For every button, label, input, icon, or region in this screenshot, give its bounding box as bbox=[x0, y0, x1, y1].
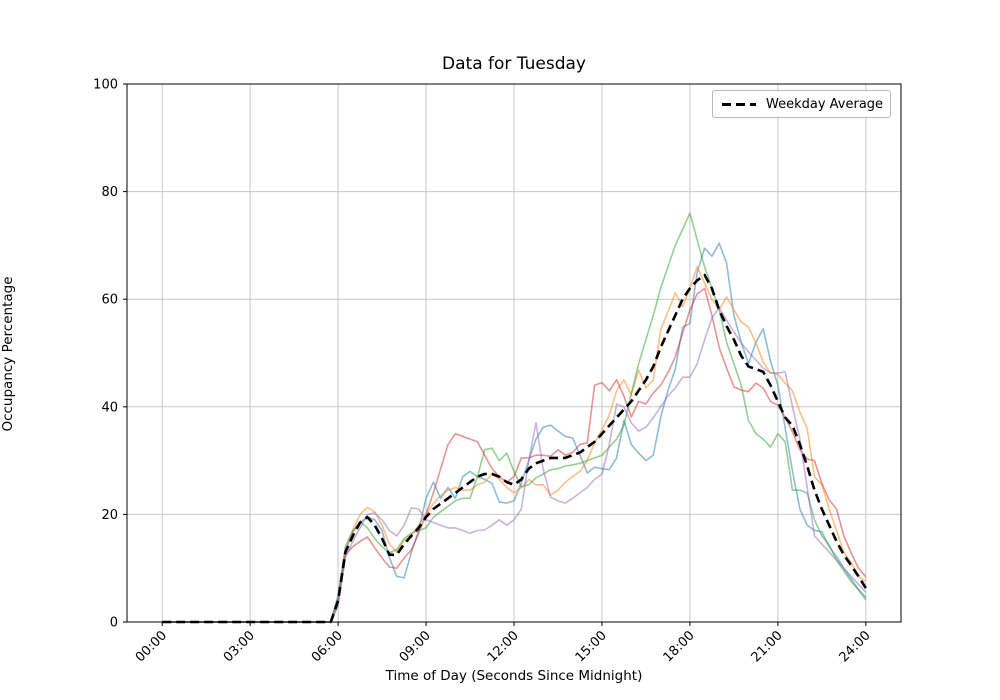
x-axis-label: Time of Day (Seconds Since Midnight) bbox=[385, 668, 643, 684]
svg-text:24:00: 24:00 bbox=[837, 628, 874, 665]
svg-text:18:00: 18:00 bbox=[661, 628, 698, 665]
legend-label: Weekday Average bbox=[766, 96, 884, 112]
svg-text:100: 100 bbox=[93, 78, 118, 93]
plot-spines bbox=[126, 83, 902, 623]
svg-text:21:00: 21:00 bbox=[749, 628, 786, 665]
svg-text:0: 0 bbox=[110, 616, 118, 631]
svg-text:12:00: 12:00 bbox=[485, 628, 522, 665]
tick-marks bbox=[123, 83, 867, 626]
svg-text:20: 20 bbox=[101, 508, 118, 523]
svg-text:06:00: 06:00 bbox=[309, 628, 346, 665]
svg-text:09:00: 09:00 bbox=[397, 628, 434, 665]
svg-text:40: 40 bbox=[101, 400, 118, 415]
gridlines bbox=[127, 83, 901, 623]
chart-title: Data for Tuesday bbox=[442, 54, 586, 74]
svg-text:03:00: 03:00 bbox=[221, 628, 258, 665]
svg-text:00:00: 00:00 bbox=[133, 628, 170, 665]
svg-text:60: 60 bbox=[101, 293, 118, 308]
tick-labels: 00:00 03:00 06:00 09:00 12:00 15:00 18:00 21:00… bbox=[93, 78, 873, 666]
svg-text:15:00: 15:00 bbox=[573, 628, 610, 665]
legend: Weekday Average bbox=[712, 90, 891, 118]
dashed-line-icon bbox=[722, 102, 756, 106]
svg-text:80: 80 bbox=[101, 185, 118, 200]
y-axis-label: Occupancy Percentage bbox=[0, 276, 16, 432]
